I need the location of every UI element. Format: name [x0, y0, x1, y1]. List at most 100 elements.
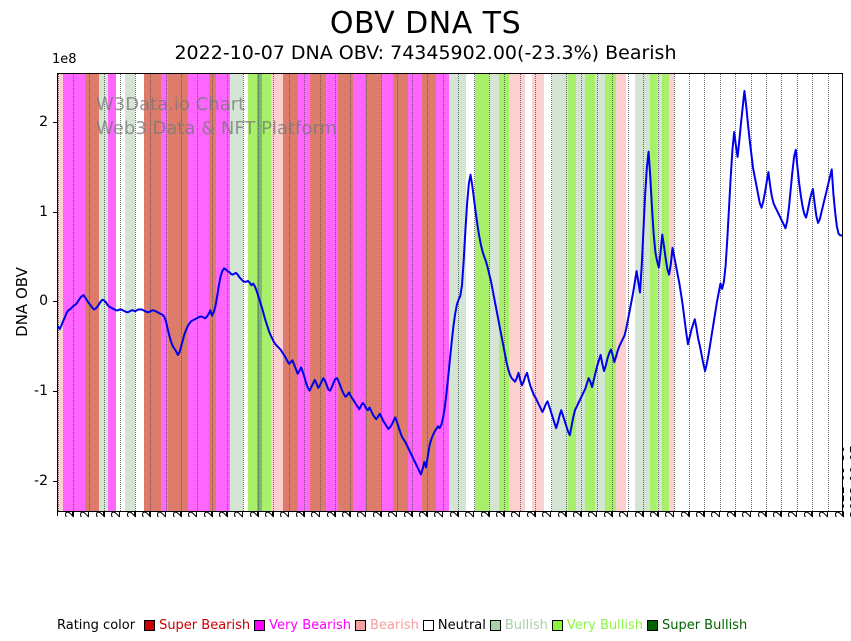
rating-band	[656, 74, 663, 511]
x-tick-mark	[303, 512, 305, 516]
legend-entry[interactable]: Very Bearish	[254, 619, 351, 632]
legend: Rating color Super Bearish Very Bearish Be…	[57, 615, 751, 635]
gridline-vertical	[827, 74, 829, 511]
y-tick-label: 2	[39, 114, 48, 131]
gridline-vertical	[504, 74, 506, 511]
gridline-vertical	[88, 74, 90, 511]
gridline-vertical	[335, 74, 337, 511]
x-tick-mark	[826, 512, 828, 516]
obv-line-svg	[58, 89, 842, 476]
x-tick-mark	[626, 512, 628, 516]
x-tick-mark	[334, 512, 336, 516]
rating-band	[188, 74, 210, 511]
gridline-vertical	[612, 74, 614, 511]
gridline-vertical	[642, 74, 644, 511]
rating-band	[58, 74, 64, 511]
x-tick-mark	[57, 512, 58, 516]
x-tick-mark	[503, 512, 505, 516]
rating-band	[509, 74, 525, 511]
legend-label: Neutral	[437, 617, 486, 633]
rating-band	[262, 74, 271, 511]
gridline-vertical	[134, 74, 136, 511]
legend-swatch-icon	[646, 619, 658, 631]
x-tick-mark	[549, 512, 551, 516]
gridline-vertical	[73, 74, 75, 511]
rating-band	[282, 74, 299, 511]
gridline-vertical	[550, 74, 552, 511]
y-tick-mark	[53, 301, 57, 303]
legend-entry[interactable]: Bearish	[355, 619, 419, 632]
x-tick-mark	[688, 512, 690, 516]
rating-band	[353, 74, 366, 511]
x-tick-mark	[257, 512, 259, 516]
rating-band	[143, 74, 161, 511]
gridline-vertical	[719, 74, 721, 511]
legend-entry[interactable]: Super Bullish	[646, 619, 747, 632]
legend-swatch-icon	[355, 619, 367, 631]
gridline-vertical	[165, 74, 167, 511]
plot-area[interactable]: W3Data.io Chart Web3 Data & NFT Platform	[57, 73, 843, 512]
rating-band	[524, 74, 532, 511]
x-tick-mark	[811, 512, 813, 516]
rating-band	[584, 74, 596, 511]
gridline-vertical	[242, 74, 244, 511]
legend-entries: Super Bearish Very Bearish Bearish Neutral B…	[144, 619, 751, 632]
gridline-vertical	[288, 74, 290, 511]
rating-band	[421, 74, 436, 511]
gridline-vertical	[766, 74, 768, 511]
gridline-vertical	[689, 74, 691, 511]
y-tick-label: 0	[39, 293, 48, 310]
x-tick-label: 2022-10-07	[847, 445, 851, 518]
rating-band	[668, 74, 675, 511]
x-tick-mark	[641, 512, 643, 516]
legend-label: Super Bearish	[159, 617, 251, 633]
x-tick-mark	[534, 512, 536, 516]
gridline-layer	[58, 74, 842, 511]
legend-entry[interactable]: Bullish	[489, 617, 548, 633]
obv-series-line	[58, 89, 842, 476]
gridline-vertical	[119, 74, 121, 511]
gridline-vertical	[196, 74, 198, 511]
rating-band	[337, 74, 354, 511]
legend-entry[interactable]: Very Bullish	[551, 617, 643, 633]
gridline-vertical	[658, 74, 660, 511]
legend-entry[interactable]: Super Bearish	[144, 619, 250, 632]
gridline-vertical	[704, 74, 706, 511]
obv-series-layer	[58, 74, 842, 511]
rating-band	[531, 74, 544, 511]
rating-band	[662, 74, 669, 511]
gridline-vertical	[673, 74, 675, 511]
x-tick-mark	[118, 512, 120, 516]
rating-band	[124, 74, 136, 511]
legend-label: Bullish	[504, 617, 548, 633]
gridline-vertical	[442, 74, 444, 511]
y-tick-mark	[53, 480, 57, 482]
gridline-vertical	[565, 74, 567, 511]
x-tick-mark	[349, 512, 351, 516]
rating-band	[310, 74, 326, 511]
rating-band	[466, 74, 476, 511]
legend-label: Very Bullish	[566, 617, 643, 633]
x-tick-mark	[842, 512, 843, 516]
x-tick-mark	[411, 512, 413, 516]
rating-band	[543, 74, 553, 511]
gridline-vertical	[350, 74, 352, 511]
gridline-vertical	[812, 74, 814, 511]
rating-band	[365, 74, 381, 511]
x-tick-mark	[611, 512, 613, 516]
rating-band	[576, 74, 585, 511]
x-tick-mark	[72, 512, 74, 516]
gridline-vertical	[412, 74, 414, 511]
rating-band	[392, 74, 409, 511]
gridline-vertical	[750, 74, 752, 511]
gridline-vertical	[304, 74, 306, 511]
x-tick-mark	[765, 512, 767, 516]
rating-band	[449, 74, 467, 511]
rating-band	[167, 74, 189, 511]
rating-band	[298, 74, 311, 511]
legend-swatch-icon	[489, 619, 501, 631]
rating-band	[160, 74, 168, 511]
legend-entry[interactable]: Neutral	[422, 617, 486, 633]
rating-band	[595, 74, 606, 511]
gridline-vertical	[473, 74, 475, 511]
